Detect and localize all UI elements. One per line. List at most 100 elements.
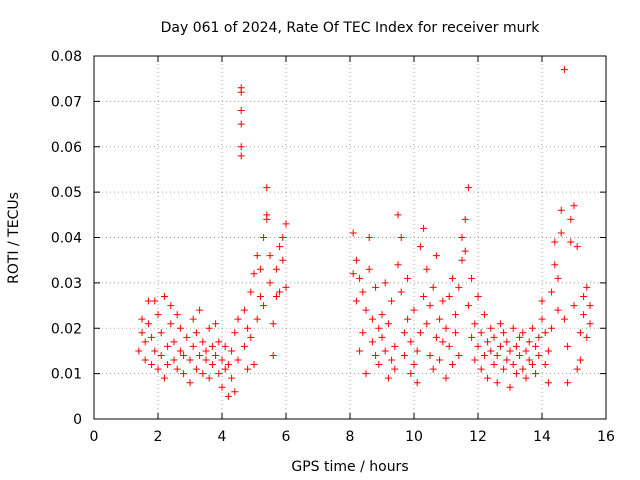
y-tick-label: 0.08 (51, 49, 82, 65)
data-point-marker (269, 351, 277, 359)
data-point-marker (260, 302, 268, 310)
x-tick-label: 8 (346, 429, 355, 445)
data-point-marker (580, 311, 588, 319)
y-tick-label: 0.06 (51, 140, 82, 156)
y-tick-label: 0.01 (51, 367, 82, 383)
data-point-marker (429, 365, 437, 373)
data-point-marker (404, 315, 412, 323)
data-point-marker (452, 329, 460, 337)
data-point-marker (484, 374, 492, 382)
data-point-marker (535, 351, 543, 359)
data-point-marker (519, 365, 527, 373)
data-point-marker (493, 351, 501, 359)
data-point-marker (276, 288, 284, 296)
data-point-marker (221, 365, 229, 373)
data-point-marker (352, 297, 360, 305)
data-point-marker (218, 356, 226, 364)
data-point-marker (362, 370, 370, 378)
data-point-marker (260, 234, 268, 241)
data-point-marker (496, 342, 504, 350)
data-point-marker (186, 356, 194, 364)
data-point-marker (266, 252, 274, 260)
data-point-marker (436, 356, 444, 364)
data-point-marker (452, 311, 460, 319)
data-point-marker (234, 356, 242, 364)
data-point-marker (397, 288, 405, 296)
data-point-marker (141, 338, 149, 346)
data-point-marker (442, 374, 450, 382)
data-point-marker (528, 361, 536, 369)
data-point-marker (196, 306, 204, 314)
data-point-marker (410, 306, 418, 314)
y-tick-label: 0 (73, 412, 82, 428)
data-point-marker (586, 320, 594, 328)
data-point-marker (573, 243, 581, 251)
data-point-marker (394, 261, 402, 269)
data-point-marker (205, 324, 213, 332)
x-tick-label: 12 (469, 429, 487, 445)
data-point-marker (228, 374, 236, 382)
data-point-marker (192, 365, 200, 373)
data-point-marker (468, 333, 476, 341)
data-point-marker (180, 370, 188, 378)
data-point-marker (224, 361, 232, 369)
data-point-marker (228, 347, 236, 355)
data-point-marker (583, 283, 591, 291)
data-point-marker (480, 351, 488, 359)
data-point-marker (548, 324, 556, 332)
data-point-marker (352, 256, 360, 264)
data-point-marker (272, 265, 280, 273)
data-point-marker (215, 370, 223, 378)
data-point-marker (570, 202, 578, 210)
data-point-marker (221, 342, 229, 350)
data-point-marker (455, 283, 463, 291)
data-point-marker (384, 320, 392, 328)
data-point-marker (522, 347, 530, 355)
data-point-marker (442, 324, 450, 332)
data-point-marker (490, 333, 498, 341)
data-point-marker (439, 297, 447, 305)
data-point-marker (164, 361, 172, 369)
data-point-marker (538, 297, 546, 305)
data-point-marker (349, 229, 357, 237)
data-point-marker (144, 297, 152, 305)
data-point-marker (464, 302, 472, 310)
data-point-marker (506, 347, 514, 355)
x-tick-label: 10 (405, 429, 423, 445)
data-point-marker (458, 256, 466, 264)
data-point-marker (474, 342, 482, 350)
data-point-marker (573, 365, 581, 373)
data-point-marker (477, 329, 485, 337)
data-point-marker (164, 342, 172, 350)
data-point-marker (269, 320, 277, 328)
data-point-marker (538, 315, 546, 323)
data-point-marker (487, 324, 495, 332)
data-point-marker (151, 347, 159, 355)
x-tick-label: 4 (218, 429, 227, 445)
x-tick-label: 0 (90, 429, 99, 445)
data-point-marker (202, 347, 210, 355)
data-point-marker (176, 324, 184, 332)
data-point-marker (372, 351, 380, 359)
data-point-marker (272, 292, 280, 300)
data-point-marker (135, 347, 143, 355)
data-point-marker (551, 261, 559, 269)
data-point-marker (474, 292, 482, 300)
data-point-marker (509, 324, 517, 332)
data-point-marker (157, 329, 165, 337)
data-point-marker (215, 338, 223, 346)
data-point-marker (554, 274, 562, 282)
data-point-marker (439, 338, 447, 346)
data-point-marker (404, 274, 412, 282)
data-point-marker (500, 329, 508, 337)
data-point-marker (512, 370, 520, 378)
data-point-marker (138, 329, 146, 337)
data-point-marker (154, 311, 162, 319)
data-point-marker (189, 342, 197, 350)
data-point-marker (532, 370, 540, 378)
data-point-marker (279, 256, 287, 264)
data-point-marker (461, 247, 469, 255)
data-point-marker (237, 143, 245, 151)
data-point-marker (148, 333, 156, 341)
data-point-marker (381, 347, 389, 355)
